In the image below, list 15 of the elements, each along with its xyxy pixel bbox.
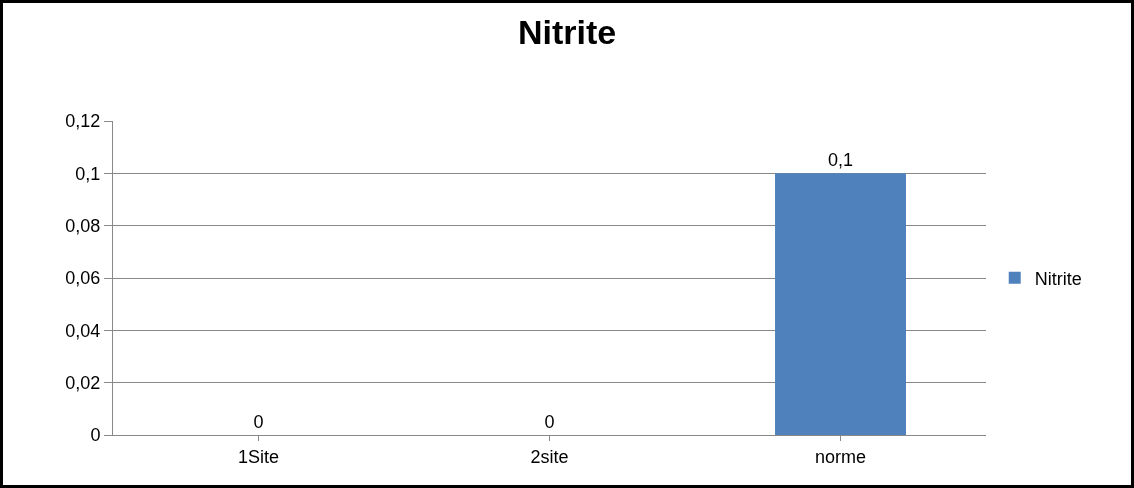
x-tick-label: 1Site [237,446,280,467]
y-tick-label: 0 [90,425,101,446]
chart-title: Nitrite [517,12,617,51]
y-tick-label: 0,04 [65,320,101,341]
data-label: 0,1 [827,150,854,171]
y-tick-label: 0,08 [65,215,101,236]
y-tick-label: 0,06 [65,268,101,289]
legend-label: Nitrite [1034,268,1082,289]
x-tick-label: norme [814,446,867,467]
y-tick-label: 0,02 [65,372,101,393]
y-tick-label: 0,1 [75,163,101,184]
y-tick-label: 0,12 [65,111,101,132]
data-label: 0 [253,412,264,432]
x-tick-label: 2site [530,446,569,467]
data-label: 0 [544,412,555,432]
